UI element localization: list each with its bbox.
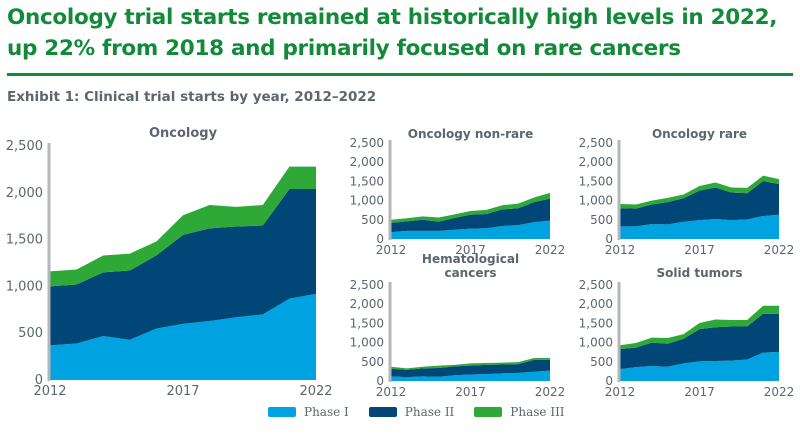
- x-tick-label: 2012: [605, 385, 636, 399]
- chart-title: Oncology non-rare: [408, 127, 533, 141]
- x-tick-label: 2012: [605, 243, 636, 257]
- legend: Phase I Phase II Phase III: [268, 405, 565, 419]
- area-phase-i: [391, 220, 550, 239]
- area-phase-iii: [620, 175, 779, 209]
- area-phase-i: [620, 214, 779, 239]
- y-tick-label: 500: [361, 355, 384, 369]
- legend-swatch: [368, 407, 397, 417]
- y-tick-label: 1,500: [350, 174, 384, 188]
- x-tick-label: 2022: [764, 385, 795, 399]
- y-tick-label: 2,000: [579, 155, 613, 169]
- y-tick-label: 0: [376, 232, 384, 246]
- y-tick-label: 0: [605, 232, 613, 246]
- x-tick-label: 2012: [376, 385, 407, 399]
- y-tick-label: 0: [35, 373, 43, 388]
- y-tick-label: 1,000: [579, 194, 613, 208]
- y-tick-label: 2,000: [350, 297, 384, 311]
- chart-title-line: cancers: [444, 266, 496, 280]
- x-tick-label: 2022: [299, 384, 332, 399]
- y-tick-label: 2,500: [350, 278, 384, 292]
- x-tick-label: 2012: [33, 384, 66, 399]
- legend-item-phase-2: Phase II: [368, 405, 455, 419]
- legend-swatch: [268, 407, 296, 417]
- y-tick-label: 1,500: [579, 316, 613, 330]
- area-phase-iii: [391, 192, 550, 223]
- y-tick-label: 0: [376, 374, 384, 388]
- chart-title: Solid tumors: [657, 266, 743, 280]
- y-tick-label: 1,500: [350, 316, 384, 330]
- area-phase-ii: [391, 359, 550, 378]
- y-tick-label: 2,000: [350, 155, 384, 169]
- y-tick-label: 500: [361, 213, 384, 227]
- x-tick-label: 2022: [764, 243, 795, 257]
- y-tick-label: 2,500: [579, 278, 613, 292]
- chart-title: Oncology: [149, 126, 218, 141]
- x-tick-label: 2017: [455, 243, 486, 257]
- y-tick-label: 1,500: [579, 174, 613, 188]
- chart-title-line: Hematological: [422, 252, 519, 266]
- y-tick-label: 1,000: [350, 336, 384, 350]
- x-tick-label: 2017: [684, 385, 715, 399]
- legend-label: Phase III: [510, 405, 565, 419]
- y-tick-label: 1,000: [579, 336, 613, 350]
- y-tick-label: 2,000: [6, 186, 43, 201]
- x-tick-label: 2017: [455, 385, 486, 399]
- page-title: Oncology trial starts remained at histor…: [7, 2, 797, 64]
- area-phase-ii: [50, 189, 316, 346]
- y-tick-label: 1,000: [6, 279, 43, 294]
- chart-oncology-rare: 0 500 1,000 1,500 2,000 2,500 2012 2017 2022 Onco…: [579, 127, 795, 257]
- area-phase-i: [391, 370, 550, 381]
- y-tick-label: 2,500: [350, 136, 384, 150]
- area-phase-iii: [50, 166, 316, 287]
- area-phase-iii: [391, 357, 550, 370]
- y-tick-label: 500: [590, 355, 613, 369]
- y-tick-label: 1,500: [6, 233, 43, 248]
- legend-label: Phase II: [404, 405, 455, 419]
- area-phase-ii: [391, 198, 550, 233]
- x-tick-label: 2012: [376, 243, 407, 257]
- chart-title: Hematological cancers: [422, 252, 519, 280]
- legend-item-phase-1: Phase I: [268, 405, 349, 419]
- area-phase-i: [50, 293, 316, 380]
- y-tick-label: 2,000: [579, 297, 613, 311]
- area-phase-ii: [620, 181, 779, 227]
- exhibit-label: Exhibit 1: Clinical trial starts by year…: [7, 89, 377, 105]
- chart-oncology-non-rare: 0 500 1,000 1,500 2,000 2,500 2012 2017 2022 Onco…: [350, 127, 566, 257]
- x-tick-label: 2017: [684, 243, 715, 257]
- area-phase-ii: [620, 313, 779, 370]
- y-tick-label: 500: [590, 213, 613, 227]
- x-tick-label: 2022: [535, 385, 566, 399]
- legend-item-phase-3: Phase III: [474, 405, 565, 419]
- chart-hematological-cancers: 0 500 1,000 1,500 2,000 2,500 2012 2017 2022 Hema…: [350, 252, 566, 399]
- title-line-2: up 22% from 2018 and primarily focused o…: [7, 36, 681, 61]
- legend-swatch: [474, 407, 503, 417]
- y-tick-label: 2,500: [6, 139, 43, 154]
- y-tick-label: 1,000: [350, 194, 384, 208]
- legend-label: Phase I: [304, 405, 349, 419]
- x-tick-label: 2022: [535, 243, 566, 257]
- x-tick-label: 2017: [166, 384, 199, 399]
- y-tick-label: 500: [18, 326, 43, 341]
- title-divider: [7, 73, 793, 76]
- area-phase-iii: [620, 305, 779, 350]
- y-tick-label: 2,500: [579, 136, 613, 150]
- chart-oncology: 0 500 1,000 1,500 2,000 2,500 2012 2017 2022 Onco…: [6, 126, 333, 399]
- chart-title: Oncology rare: [652, 127, 747, 141]
- y-tick-label: 0: [605, 374, 613, 388]
- area-phase-i: [620, 351, 779, 381]
- chart-solid-tumors: 0 500 1,000 1,500 2,000 2,500 2012 2017 2022 Soli…: [579, 266, 795, 399]
- title-line-1: Oncology trial starts remained at histor…: [7, 5, 778, 30]
